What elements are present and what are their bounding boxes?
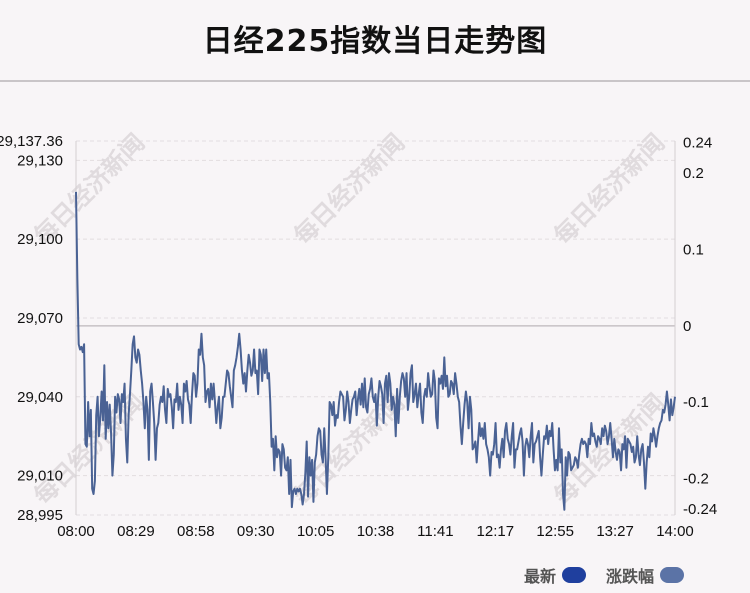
x-tick-label: 10:38 bbox=[357, 523, 395, 540]
y-left-tick-label: 29,137.36 bbox=[0, 133, 63, 150]
watermark-text: 每日经济新闻 bbox=[548, 128, 670, 250]
y-left-tick-label: 29,070 bbox=[17, 310, 63, 327]
y-right-tick-label: 0 bbox=[683, 318, 691, 335]
left-axis-ticks: 29,137.36 29,130 29,100 29,070 29,040 29,010 2… bbox=[0, 133, 63, 524]
index-series-line bbox=[75, 191, 676, 511]
x-tick-label: 08:00 bbox=[57, 523, 95, 540]
x-tick-label: 09:30 bbox=[237, 523, 275, 540]
y-right-tick-label: -0.24 bbox=[683, 501, 717, 518]
y-right-tick-label: 0.2 bbox=[683, 165, 704, 182]
chart-title: 日经225指数当日走势图 bbox=[202, 24, 548, 59]
x-tick-label: 10:05 bbox=[297, 523, 335, 540]
y-left-tick-label: 29,100 bbox=[17, 231, 63, 248]
x-tick-label: 12:17 bbox=[477, 523, 515, 540]
y-right-tick-label: 0.24 bbox=[683, 135, 712, 152]
y-left-tick-label: 29,040 bbox=[17, 389, 63, 406]
y-left-tick-label: 29,130 bbox=[17, 152, 63, 169]
x-tick-label: 14:00 bbox=[656, 523, 694, 540]
watermark-text: 每日经济新闻 bbox=[288, 128, 410, 250]
right-axis-ticks: 0.24 0.2 0.1 0 -0.1 -0.2 -0.24 bbox=[683, 135, 717, 519]
legend-swatch-change bbox=[660, 567, 684, 583]
legend-swatch-latest bbox=[561, 567, 586, 583]
x-tick-label: 12:55 bbox=[536, 523, 574, 540]
x-tick-label: 08:29 bbox=[117, 523, 155, 540]
x-tick-label: 11:41 bbox=[417, 523, 453, 540]
x-axis-ticks: 08:00 08:29 08:58 09:30 10:05 10:38 11:41 12:17… bbox=[57, 523, 694, 540]
x-tick-label: 13:27 bbox=[596, 523, 634, 540]
y-left-tick-label: 29,010 bbox=[17, 468, 63, 485]
legend-label-latest: 最新 bbox=[523, 567, 556, 586]
legend-label-change: 涨跌幅 bbox=[605, 567, 654, 586]
y-left-tick-label: 28,995 bbox=[17, 507, 63, 524]
watermark-text: 每日经济新闻 bbox=[548, 388, 670, 510]
x-tick-label: 08:58 bbox=[177, 523, 215, 540]
y-right-tick-label: -0.1 bbox=[683, 394, 709, 411]
grid-lines bbox=[76, 140, 675, 516]
y-right-tick-label: -0.2 bbox=[683, 471, 709, 488]
y-right-tick-label: 0.1 bbox=[683, 241, 704, 258]
legend: 最新 涨跌幅 bbox=[524, 563, 684, 587]
title-divider bbox=[0, 80, 750, 82]
